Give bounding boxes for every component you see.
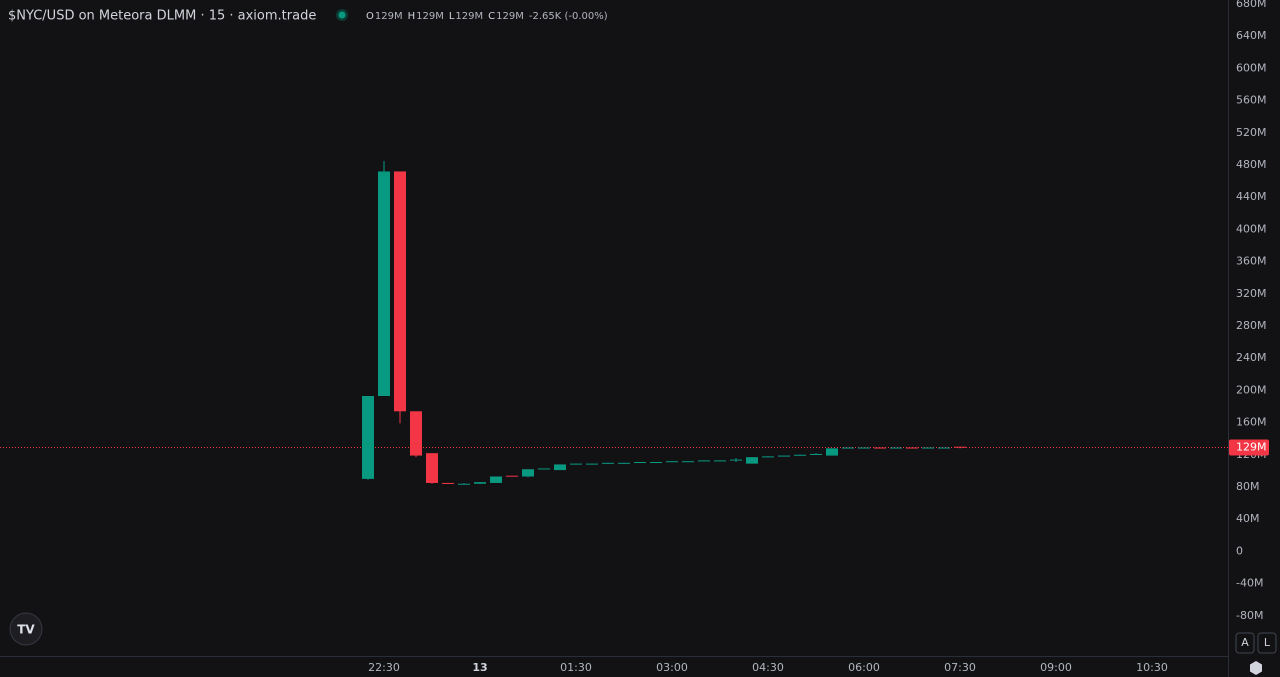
candle-body (378, 171, 390, 397)
scale-button[interactable] (1257, 632, 1277, 654)
x-tick-label: 22:30 (368, 661, 400, 674)
y-tick-label: 80M (1236, 480, 1260, 493)
x-tick-label: 07:30 (944, 661, 976, 674)
candle-body (410, 411, 422, 456)
legend-key: H (408, 11, 416, 22)
candle-body (586, 463, 598, 465)
y-tick-label: 360M (1236, 255, 1267, 268)
legend-value: 129M (455, 11, 483, 22)
y-tick-label: 560M (1236, 94, 1267, 107)
candle-body (458, 483, 470, 485)
candle-body (602, 462, 614, 464)
y-tick-label: 280M (1236, 319, 1267, 332)
candle-body (634, 462, 646, 464)
candle-body (810, 453, 822, 455)
candle-body (426, 453, 438, 483)
y-tick-label: 40M (1236, 512, 1260, 525)
x-tick-label: 06:00 (848, 661, 880, 674)
x-tick-label: 03:00 (656, 661, 688, 674)
candle-body (362, 396, 374, 479)
candle-body (538, 468, 550, 470)
candle-body (714, 460, 726, 462)
x-tick-label: 04:30 (752, 661, 784, 674)
candle-body (954, 446, 966, 448)
candle-body (394, 171, 406, 412)
x-tick-label: 01:30 (560, 661, 592, 674)
candle-body (778, 455, 790, 457)
candle-body (442, 482, 454, 484)
candle-body (762, 456, 774, 458)
candle-body (858, 447, 870, 449)
status-dot (338, 11, 346, 19)
y-tick-label: 640M (1236, 29, 1267, 42)
candle-body (570, 463, 582, 465)
candle-body (730, 459, 742, 461)
candle-body (522, 469, 534, 477)
y-tick-label: 440M (1236, 190, 1267, 203)
candle-body (554, 464, 566, 471)
legend-key: O (366, 11, 374, 22)
y-tick-label: 520M (1236, 126, 1267, 139)
logo[interactable] (9, 612, 43, 646)
legend-change: -2.65K (-0.00%) (529, 11, 608, 22)
scale-button-label: L (1264, 636, 1271, 649)
candle-body (698, 460, 710, 462)
logo-mark: TV (17, 623, 35, 637)
y-tick-label: 320M (1236, 287, 1267, 300)
x-tick-label: 09:00 (1040, 661, 1072, 674)
legend-key: C (488, 11, 495, 22)
y-tick-label: 200M (1236, 383, 1267, 396)
candle-body (890, 447, 902, 449)
x-tick-label: 10:30 (1136, 661, 1168, 674)
last-price-label: 129M (1236, 441, 1267, 454)
candle-body (666, 461, 678, 463)
x-tick-label: 13 (472, 661, 487, 674)
y-tick-label: 0 (1236, 544, 1243, 557)
candle-body (922, 447, 934, 449)
legend-key: L (449, 11, 455, 22)
candle-body (826, 448, 838, 456)
legend-value: 129M (496, 11, 524, 22)
y-tick-label: 680M (1236, 0, 1267, 10)
y-tick-label: 600M (1236, 61, 1267, 74)
candle-body (794, 454, 806, 456)
candle-body (842, 447, 854, 449)
y-tick-label: 400M (1236, 222, 1267, 235)
scale-button[interactable] (1235, 632, 1255, 654)
candle-body (746, 457, 758, 464)
legend-value: 129M (416, 11, 444, 22)
y-tick-label: -80M (1236, 609, 1263, 622)
y-tick-label: -40M (1236, 577, 1263, 590)
last-price-tag (1229, 439, 1269, 456)
candle-body (906, 447, 918, 449)
chart-title: $NYC/USD on Meteora DLMM · 15 · axiom.tr… (8, 9, 316, 24)
legend-value: 129M (375, 11, 403, 22)
candle-body (874, 447, 886, 449)
candle-body (490, 476, 502, 483)
y-tick-label: 160M (1236, 416, 1267, 429)
scale-button-label: A (1241, 636, 1249, 649)
y-tick-label: 480M (1236, 158, 1267, 171)
candle-body (650, 462, 662, 464)
candle-body (506, 475, 518, 477)
candle-body (682, 461, 694, 463)
y-tick-label: 240M (1236, 351, 1267, 364)
candle-body (474, 482, 486, 484)
candle-body (938, 447, 950, 449)
candle-body (618, 462, 630, 464)
settings-icon[interactable] (1250, 661, 1262, 675)
